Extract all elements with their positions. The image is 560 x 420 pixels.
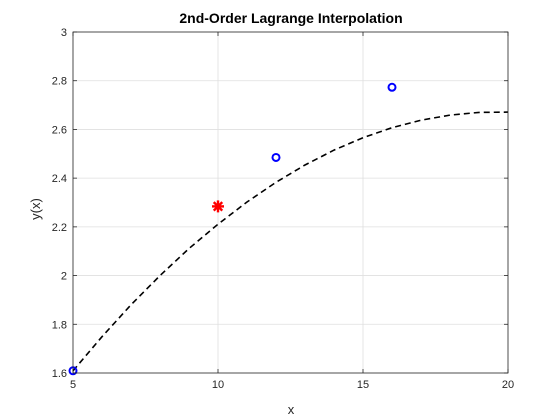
interpolated-point-marker <box>212 200 224 213</box>
y-tick-label: 2.6 <box>52 124 67 136</box>
y-tick-label: 1.6 <box>52 368 67 380</box>
chart-title: 2nd-Order Lagrange Interpolation <box>179 10 402 26</box>
y-tick-label: 2.4 <box>52 173 67 185</box>
axes-box <box>72 31 509 374</box>
x-tick-label: 20 <box>502 379 514 391</box>
interpolation-curve <box>72 111 509 372</box>
y-tick-label: 2.8 <box>52 76 67 88</box>
plot-area <box>73 32 508 373</box>
data-point-marker <box>271 152 281 162</box>
axes-layer: 5 10 15 20 1.6 1.8 2 2.2 2.4 2.6 2.8 3 <box>52 27 514 391</box>
y-tick-label: 3 <box>61 27 67 39</box>
x-tick-label: 15 <box>357 379 369 391</box>
y-tick-label: 2 <box>61 271 67 283</box>
x-tick-label: 5 <box>70 379 76 391</box>
data-point-marker <box>387 82 397 92</box>
y-tick-label: 2.2 <box>52 222 67 234</box>
x-tick-label: 10 <box>212 379 224 391</box>
x-axis-label: x <box>288 402 295 417</box>
y-axis-label: y(x) <box>28 198 43 220</box>
grid-layer <box>72 31 509 374</box>
y-tick-label: 1.8 <box>52 319 67 331</box>
